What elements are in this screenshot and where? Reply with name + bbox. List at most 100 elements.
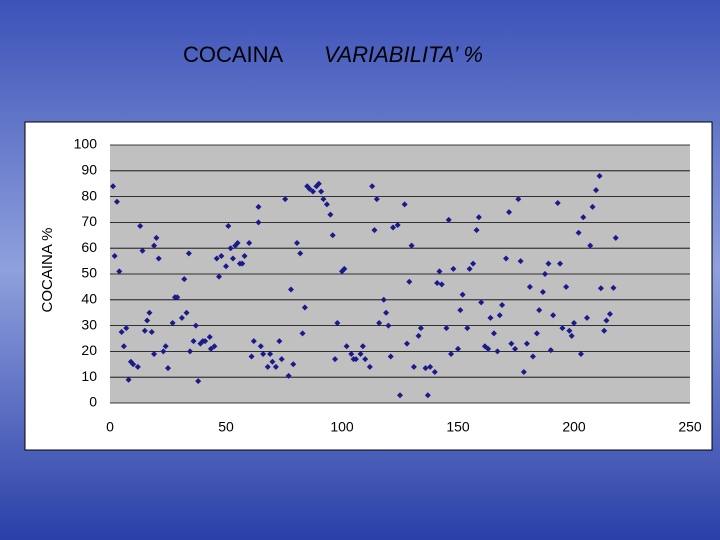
- data-point: [587, 242, 594, 249]
- data-point: [536, 307, 543, 314]
- data-point: [533, 330, 540, 337]
- data-point: [539, 289, 546, 296]
- data-point: [120, 343, 127, 350]
- data-point: [301, 304, 308, 311]
- data-point: [297, 250, 304, 257]
- data-point: [329, 232, 336, 239]
- data-point: [162, 343, 169, 350]
- data-point: [320, 196, 327, 203]
- data-point: [178, 314, 185, 321]
- data-point: [141, 327, 148, 334]
- data-point: [401, 201, 408, 208]
- data-point: [134, 363, 141, 370]
- data-point: [557, 260, 564, 267]
- data-point: [610, 284, 617, 291]
- data-point: [290, 361, 297, 368]
- data-point: [155, 255, 162, 262]
- data-point: [225, 223, 232, 230]
- data-point: [146, 309, 153, 316]
- data-point: [299, 330, 306, 337]
- data-point: [255, 203, 262, 210]
- data-point: [464, 325, 471, 332]
- data-point: [174, 294, 181, 301]
- data-point: [422, 365, 429, 372]
- data-point: [566, 327, 573, 334]
- data-point: [151, 242, 158, 249]
- data-point: [517, 258, 524, 265]
- data-point: [264, 363, 271, 370]
- x-tick-label: 0: [106, 419, 114, 435]
- data-point: [445, 216, 452, 223]
- data-point: [475, 214, 482, 221]
- data-point: [490, 330, 497, 337]
- data-point: [181, 276, 188, 283]
- data-point: [431, 369, 438, 376]
- y-tick-label: 60: [81, 239, 97, 255]
- y-tick-label: 100: [74, 136, 98, 152]
- data-point: [496, 312, 503, 319]
- data-point: [202, 338, 209, 345]
- data-point: [529, 353, 536, 360]
- data-point: [571, 320, 577, 327]
- data-point: [383, 309, 390, 316]
- data-point: [593, 187, 600, 194]
- data-point: [506, 209, 513, 216]
- data-point: [369, 183, 376, 190]
- data-point: [125, 376, 132, 383]
- data-point: [359, 343, 366, 350]
- x-tick-label: 150: [446, 419, 470, 435]
- data-point: [434, 280, 441, 287]
- data-point: [526, 283, 533, 290]
- data-point: [343, 343, 350, 350]
- data-point: [218, 252, 225, 259]
- data-point: [118, 329, 125, 336]
- data-point: [597, 285, 604, 292]
- y-axis-label: COCAINA %: [39, 227, 56, 312]
- data-point: [466, 265, 473, 272]
- y-tick-label: 30: [81, 316, 97, 332]
- data-point: [213, 255, 220, 262]
- data-point: [550, 312, 557, 319]
- data-point: [424, 392, 431, 399]
- data-point: [169, 320, 176, 327]
- data-point: [408, 242, 415, 249]
- data-point: [278, 356, 285, 363]
- data-point: [113, 198, 120, 205]
- data-point: [334, 320, 341, 327]
- data-point: [239, 260, 246, 267]
- y-tick-label: 80: [81, 187, 97, 203]
- y-tick-label: 0: [89, 394, 97, 410]
- data-point: [427, 363, 434, 370]
- data-point: [520, 369, 527, 376]
- data-point: [160, 348, 167, 355]
- data-point: [310, 188, 316, 195]
- data-point: [139, 247, 146, 254]
- data-point: [323, 201, 330, 208]
- x-tick-label: 50: [218, 419, 234, 435]
- data-point: [554, 200, 561, 207]
- data-point: [352, 356, 359, 363]
- data-point: [110, 183, 117, 190]
- data-point: [542, 271, 548, 277]
- chart-title: COCAINA: [183, 42, 284, 67]
- data-point: [366, 363, 373, 370]
- data-point: [306, 185, 313, 192]
- data-point: [417, 325, 424, 332]
- data-point: [390, 224, 397, 231]
- data-point: [116, 268, 123, 275]
- data-point: [459, 291, 466, 298]
- data-point: [512, 345, 519, 352]
- data-point: [248, 353, 255, 360]
- data-point: [603, 317, 610, 324]
- data-point: [394, 221, 401, 228]
- data-point: [448, 350, 455, 357]
- data-point: [406, 278, 413, 285]
- data-point: [601, 327, 608, 334]
- data-point: [397, 392, 403, 399]
- x-tick-label: 250: [678, 419, 702, 435]
- y-tick-label: 10: [81, 368, 97, 384]
- data-point: [223, 263, 229, 270]
- data-point: [123, 325, 130, 332]
- data-point: [144, 317, 151, 324]
